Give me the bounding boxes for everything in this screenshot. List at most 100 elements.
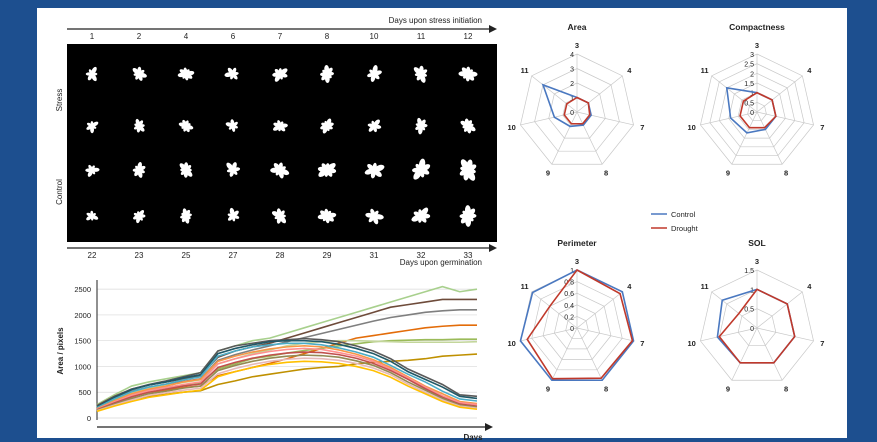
- radar-tick-label: 0.6: [564, 291, 574, 298]
- top-arrow: [67, 25, 497, 33]
- plant-rosettes: [85, 65, 478, 227]
- plant-rosette: [320, 65, 334, 83]
- radar-title: SOL: [748, 238, 765, 248]
- radar-series-drought: [718, 288, 796, 364]
- stress-day-label: 2: [137, 32, 142, 41]
- radar-gridline: [737, 308, 777, 346]
- germination-day-label: 25: [182, 251, 191, 260]
- y-axis-label: Area / pixels: [56, 327, 65, 375]
- radar-spoke: [731, 327, 758, 381]
- plant-rosette: [226, 162, 241, 177]
- radar-category-label: 11: [701, 282, 709, 291]
- stress-day-label: 6: [231, 32, 236, 41]
- stress-day-label: 1: [90, 32, 95, 41]
- radar-tick-label: 1: [750, 91, 754, 98]
- plant-rosette: [317, 208, 337, 224]
- radar-tick-label: 1.5: [744, 268, 754, 275]
- line-series: [96, 337, 478, 407]
- plant-rosette: [271, 208, 287, 224]
- line-series: [96, 360, 478, 413]
- radar-title: Compactness: [729, 22, 785, 32]
- plant-rosette: [132, 161, 146, 178]
- stress-day-label: 8: [325, 32, 330, 41]
- plant-rosette: [224, 67, 239, 80]
- radar-category-label: 11: [521, 66, 529, 75]
- plant-rosette: [133, 210, 146, 224]
- area-line-chart: 0 500 1000 1500 2000 2500 Days Area / pixels: [56, 280, 493, 440]
- plant-rosette: [273, 120, 288, 132]
- plant-rosette: [459, 205, 477, 227]
- radar-gridline: [747, 101, 767, 122]
- plant-rosette: [458, 66, 478, 82]
- radar-spoke: [756, 327, 814, 342]
- radar-tick-label: 2: [570, 81, 574, 88]
- radar-gridline: [565, 316, 589, 339]
- germination-day-label: 33: [464, 251, 473, 260]
- radar-spoke: [576, 327, 603, 381]
- radar-category-label: 3: [755, 257, 759, 266]
- plant-rosette: [364, 162, 385, 179]
- radar-title: Perimeter: [557, 238, 597, 248]
- plant-rosette: [179, 162, 193, 178]
- plant-rosette: [227, 207, 240, 222]
- radar-gridline: [531, 281, 623, 371]
- radar-tick-label: 0.8: [564, 280, 574, 287]
- radar-tick-label: 0: [750, 110, 754, 117]
- plant-rosette: [367, 119, 382, 133]
- y-tick-label: 2000: [74, 311, 91, 320]
- radar-tick-label: 0: [570, 326, 574, 333]
- radar-category-label: 8: [784, 168, 788, 177]
- plant-rosette: [460, 118, 476, 134]
- y-tick-label: 2500: [74, 285, 91, 294]
- stress-day-label: 7: [278, 32, 283, 41]
- radar-gridline: [520, 53, 634, 165]
- radar-category-label: 10: [688, 339, 696, 348]
- germination-day-label: 32: [417, 251, 426, 260]
- radar-spoke: [756, 327, 783, 381]
- radar-category-label: 7: [640, 123, 644, 132]
- bottom-axis-label: Days upon germination: [400, 258, 482, 267]
- radar-tick-label: 2.5: [744, 62, 754, 69]
- radar-tick-label: 0.5: [744, 100, 754, 107]
- plant-rosette: [367, 65, 382, 82]
- radar-category-label: 7: [820, 123, 824, 132]
- y-tick-label: 1500: [74, 337, 91, 346]
- stress-day-label: 4: [184, 32, 189, 41]
- plant-rosette: [132, 66, 147, 81]
- radar-tick-label: 1: [570, 268, 574, 275]
- y-tick-label: 0: [87, 414, 91, 423]
- radar-tick-label: 3: [750, 52, 754, 59]
- y-tick-label: 500: [78, 388, 91, 397]
- radar-category-label: 4: [627, 66, 632, 75]
- radar-spoke: [531, 291, 578, 329]
- plant-rosette: [270, 162, 290, 179]
- stress-day-label: 12: [464, 32, 473, 41]
- radar-category-label: 3: [575, 41, 579, 50]
- radar-category-label: 10: [688, 123, 696, 132]
- plant-image-panel: Days upon stress initiation 1 2 4 6 7 8 10 11 12…: [55, 16, 497, 267]
- radar-category-label: 7: [820, 339, 824, 348]
- radar-spoke: [756, 111, 783, 165]
- germination-day-label: 28: [276, 251, 285, 260]
- radar-spoke: [531, 75, 578, 113]
- radar-tick-label: 1: [570, 96, 574, 103]
- radar-spoke: [756, 75, 803, 113]
- radar-spoke: [576, 111, 603, 165]
- plant-rosette: [86, 121, 99, 134]
- radar-category-label: 8: [604, 384, 608, 393]
- plant-rosette: [177, 67, 195, 81]
- radar-gridline: [700, 53, 814, 165]
- radar-gridline: [554, 304, 600, 350]
- radar-spoke: [576, 111, 634, 126]
- radar-tick-label: 0: [570, 110, 574, 117]
- radar-category-label: 9: [546, 168, 550, 177]
- plant-rosette: [413, 65, 428, 83]
- x-axis-arrowhead: [485, 423, 493, 431]
- legend-drought-label: Drought: [671, 224, 699, 233]
- germination-day-label: 31: [370, 251, 379, 260]
- plant-rosette: [225, 119, 238, 132]
- radar-gridline: [548, 82, 606, 139]
- radar-spoke: [711, 75, 758, 113]
